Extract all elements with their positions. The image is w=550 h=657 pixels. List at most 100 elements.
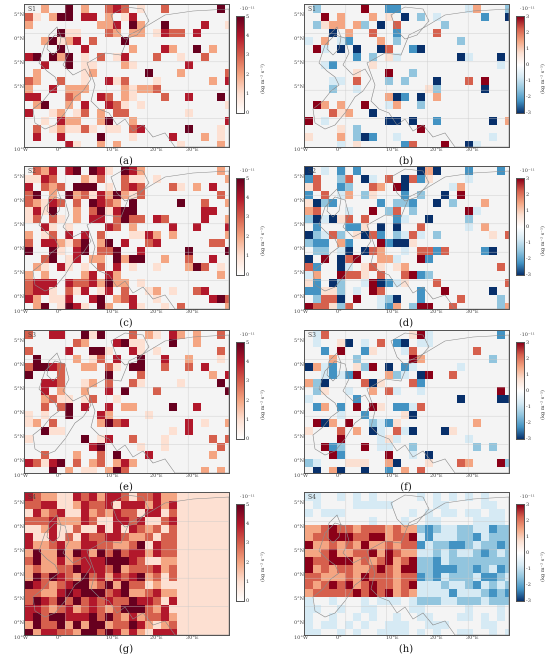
grid-cell xyxy=(105,93,113,101)
grid-cell xyxy=(225,199,229,207)
grid-cell xyxy=(377,223,385,231)
grid-cell xyxy=(393,541,401,549)
grid-cell xyxy=(225,557,229,565)
colorbar-tick: 0 xyxy=(526,550,530,556)
grid-cell xyxy=(217,355,225,363)
grid-cell xyxy=(105,239,113,247)
grid-cell xyxy=(489,501,497,509)
grid-cell xyxy=(145,517,153,525)
grid-cell xyxy=(121,589,129,597)
grid-cell xyxy=(209,565,217,573)
grid-cell xyxy=(201,263,209,271)
grid-cell xyxy=(161,621,169,629)
grid-cell xyxy=(321,557,329,565)
grid-cell xyxy=(49,589,57,597)
grid-cell xyxy=(25,85,33,93)
grid-cell xyxy=(153,565,161,573)
grid-cell xyxy=(33,175,41,183)
grid-cell xyxy=(121,37,129,45)
grid-cell xyxy=(169,339,177,347)
grid-cell xyxy=(129,549,137,557)
colorbar-tick: -2 xyxy=(526,582,531,588)
grid-cell xyxy=(89,215,97,223)
grid-cell xyxy=(97,215,105,223)
grid-cell xyxy=(449,581,457,589)
grid-cell xyxy=(73,279,81,287)
longitude-label: 20°E xyxy=(150,635,163,641)
grid-cell xyxy=(393,239,401,247)
grid-cell xyxy=(385,117,393,125)
grid-cell xyxy=(185,589,193,597)
grid-cell xyxy=(377,255,385,263)
grid-cell xyxy=(209,255,217,263)
grid-cell xyxy=(417,175,425,183)
grid-cell xyxy=(465,141,473,147)
grid-cell xyxy=(81,339,89,347)
longitude-label: 10°W xyxy=(294,473,309,479)
grid-cell xyxy=(57,183,65,191)
latitude-label: 0°N xyxy=(13,198,24,204)
grid-cell xyxy=(129,509,137,517)
grid-cell xyxy=(33,207,41,215)
grid-cell xyxy=(49,255,57,263)
grid-cell xyxy=(401,629,409,635)
colorbar xyxy=(236,504,245,602)
longitude-label: 30°E xyxy=(186,309,199,315)
grid-cell xyxy=(145,621,153,629)
grid-cell xyxy=(41,565,49,573)
grid-cell xyxy=(457,549,465,557)
grid-cell xyxy=(201,509,209,517)
grid-cell xyxy=(497,533,505,541)
grid-cell xyxy=(393,427,401,435)
grid-cell xyxy=(121,613,129,621)
grid-cell xyxy=(89,199,97,207)
longitude-label: 0° xyxy=(56,635,62,641)
grid-cell xyxy=(97,117,105,125)
grid-cell xyxy=(377,287,385,295)
grid-cell xyxy=(377,295,385,303)
grid-cell xyxy=(449,509,457,517)
grid-cell xyxy=(417,271,425,279)
grid-cell xyxy=(65,125,73,133)
grid-cell xyxy=(41,459,49,467)
grid-cell xyxy=(321,247,329,255)
grid-cell xyxy=(417,339,425,347)
grid-cell xyxy=(49,467,57,473)
grid-cell xyxy=(337,443,345,451)
grid-cell xyxy=(361,231,369,239)
grid-cell xyxy=(89,581,97,589)
grid-cell xyxy=(505,231,509,239)
colorbar-tick: 2 xyxy=(246,233,250,240)
panel-caption: (b) xyxy=(398,156,414,167)
grid-cell xyxy=(121,295,129,303)
grid-cell xyxy=(113,549,121,557)
grid-cell xyxy=(385,541,393,549)
grid-cell xyxy=(81,379,89,387)
grid-cell xyxy=(113,279,121,287)
grid-cell xyxy=(129,45,137,53)
coastline-scandinavia xyxy=(390,168,430,202)
longitude-label: 20°E xyxy=(150,309,163,315)
grid-cell xyxy=(337,589,345,597)
grid-cell xyxy=(417,403,425,411)
grid-cell xyxy=(57,199,65,207)
grid-cell xyxy=(313,5,321,13)
grid-cell xyxy=(329,451,337,459)
grid-cell xyxy=(329,573,337,581)
grid-cell xyxy=(329,557,337,565)
grid-cell xyxy=(49,597,57,605)
grid-cell xyxy=(361,443,369,451)
colorbar-tick: 5 xyxy=(246,502,250,508)
grid-cell xyxy=(89,207,97,215)
grid-cell xyxy=(41,427,49,435)
grid-cell xyxy=(313,525,321,533)
grid-cell xyxy=(345,239,353,247)
grid-cell xyxy=(65,231,73,239)
grid-cell xyxy=(393,207,401,215)
grid-cell xyxy=(313,549,321,557)
grid-cell xyxy=(153,589,161,597)
grid-cell xyxy=(129,85,137,93)
grid-cell xyxy=(33,279,41,287)
grid-cell xyxy=(337,183,345,191)
grid-cell xyxy=(401,525,409,533)
